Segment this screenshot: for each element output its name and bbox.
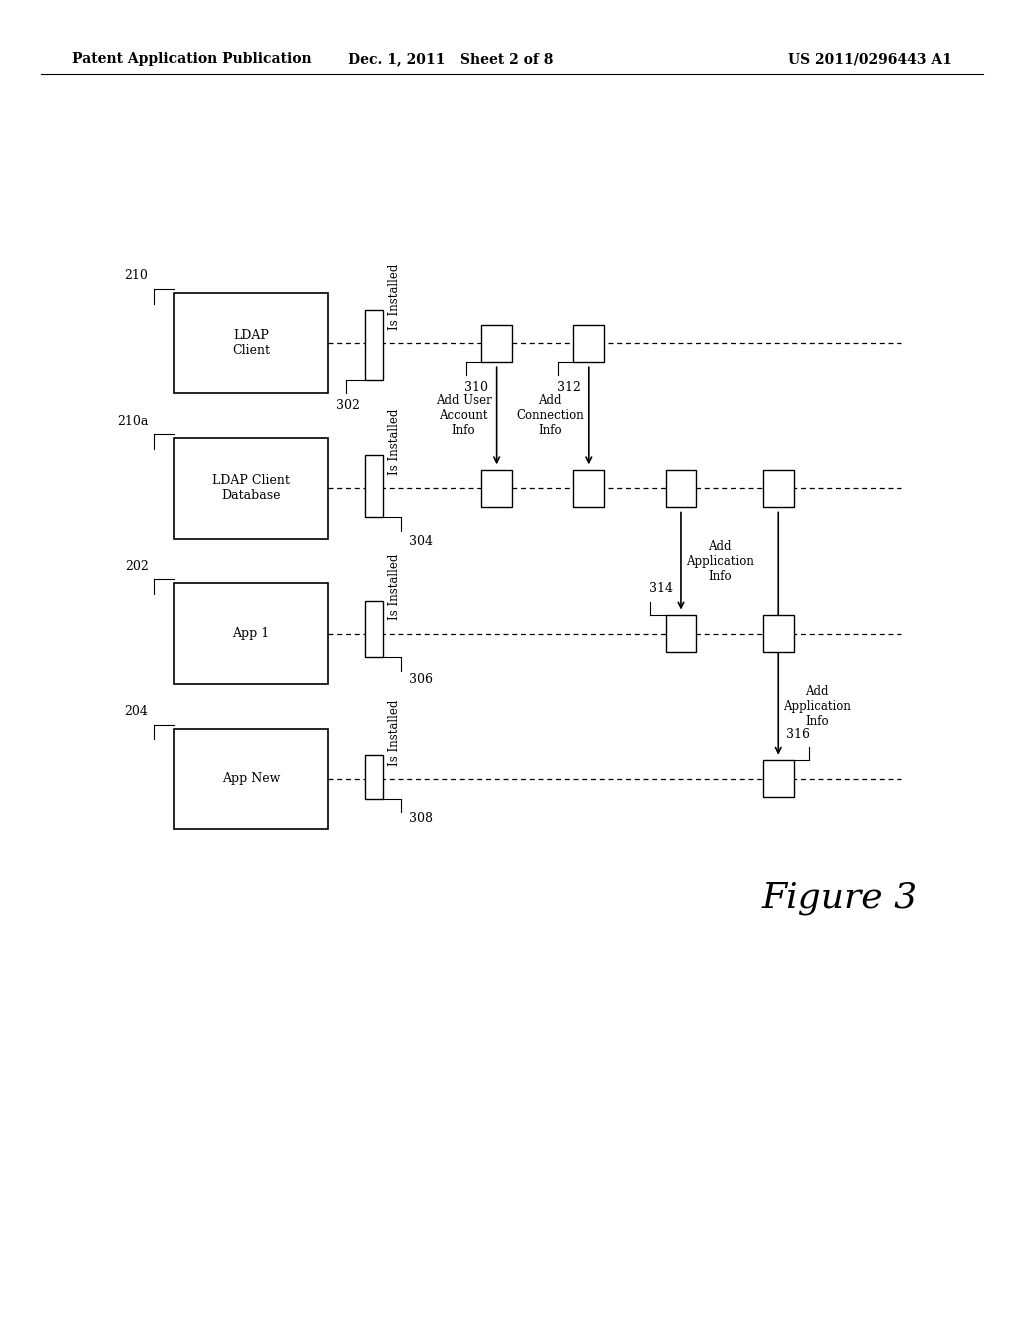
Bar [481, 325, 512, 362]
Text: 204: 204 [125, 705, 148, 718]
Bar [174, 729, 328, 829]
Text: LDAP Client
Database: LDAP Client Database [212, 474, 290, 503]
Bar [365, 455, 383, 517]
Bar [174, 293, 328, 393]
Bar [666, 470, 696, 507]
Text: App 1: App 1 [232, 627, 269, 640]
Text: LDAP
Client: LDAP Client [231, 329, 270, 358]
Text: 210: 210 [125, 269, 148, 282]
Text: Is Installed: Is Installed [388, 554, 401, 620]
Text: 308: 308 [409, 812, 432, 825]
Text: Dec. 1, 2011   Sheet 2 of 8: Dec. 1, 2011 Sheet 2 of 8 [348, 53, 553, 66]
Bar [481, 470, 512, 507]
Bar [573, 325, 604, 362]
Bar [763, 760, 794, 797]
Text: App New: App New [221, 772, 281, 785]
Text: Add User
Account
Info: Add User Account Info [436, 395, 492, 437]
Bar [174, 583, 328, 684]
Text: 314: 314 [649, 582, 673, 595]
Text: Add
Application
Info: Add Application Info [686, 540, 754, 582]
Text: Add
Application
Info: Add Application Info [783, 685, 851, 727]
Text: 316: 316 [786, 727, 810, 741]
Text: Is Installed: Is Installed [388, 409, 401, 475]
Text: 312: 312 [557, 381, 581, 395]
Text: US 2011/0296443 A1: US 2011/0296443 A1 [788, 53, 952, 66]
Bar [365, 601, 383, 657]
Bar [365, 755, 383, 799]
Text: 304: 304 [409, 535, 432, 548]
Text: Patent Application Publication: Patent Application Publication [72, 53, 311, 66]
Text: Figure 3: Figure 3 [762, 880, 918, 915]
Bar [763, 615, 794, 652]
Bar [365, 310, 383, 380]
Bar [573, 470, 604, 507]
Text: 210a: 210a [117, 414, 148, 428]
Bar [174, 438, 328, 539]
Bar [763, 470, 794, 507]
Bar [666, 615, 696, 652]
Text: 306: 306 [409, 673, 432, 686]
Text: 310: 310 [465, 381, 488, 395]
Text: Is Installed: Is Installed [388, 264, 401, 330]
Text: Add
Connection
Info: Add Connection Info [516, 395, 584, 437]
Text: Is Installed: Is Installed [388, 700, 401, 766]
Text: 302: 302 [336, 399, 359, 412]
Text: 202: 202 [125, 560, 148, 573]
